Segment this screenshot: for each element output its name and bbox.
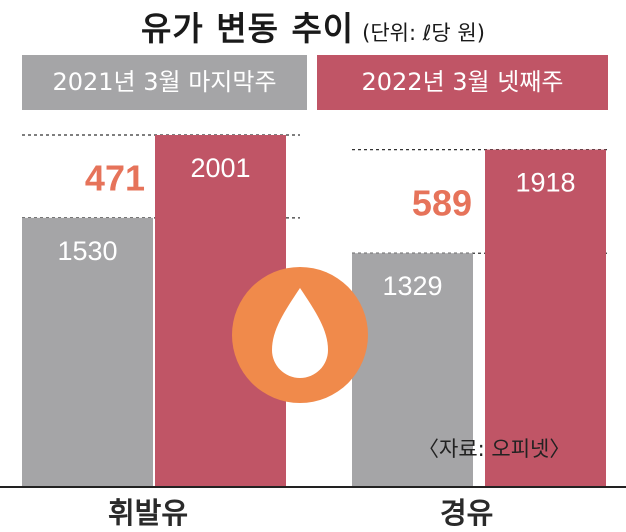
legend-item-2022: 2022년 3월 넷째주 — [317, 55, 608, 110]
bar-2021 — [22, 217, 153, 488]
difference-label: 589 — [412, 182, 472, 223]
chart-title: 유가 변동 추이 — [141, 9, 355, 48]
bar-2022 — [485, 149, 606, 487]
data-label: 1918 — [515, 168, 575, 198]
chart-title-row: 유가 변동 추이 (단위: ℓ당 원) — [0, 2, 626, 50]
category-label-diesel: 경유 — [440, 496, 494, 530]
legend-item-2021: 2021년 3월 마지막주 — [22, 55, 307, 110]
source-note: 〈자료: 오피넷〉 — [418, 437, 571, 461]
category-label-gasoline: 휘발유 — [108, 496, 189, 530]
unit-label: (단위: ℓ당 원) — [362, 21, 485, 45]
data-label: 1530 — [57, 236, 117, 266]
oil-drop-icon — [272, 288, 328, 378]
data-label: 1329 — [382, 271, 442, 301]
data-label: 2001 — [190, 153, 250, 183]
bar-2021 — [352, 253, 473, 487]
difference-label: 471 — [85, 157, 145, 198]
